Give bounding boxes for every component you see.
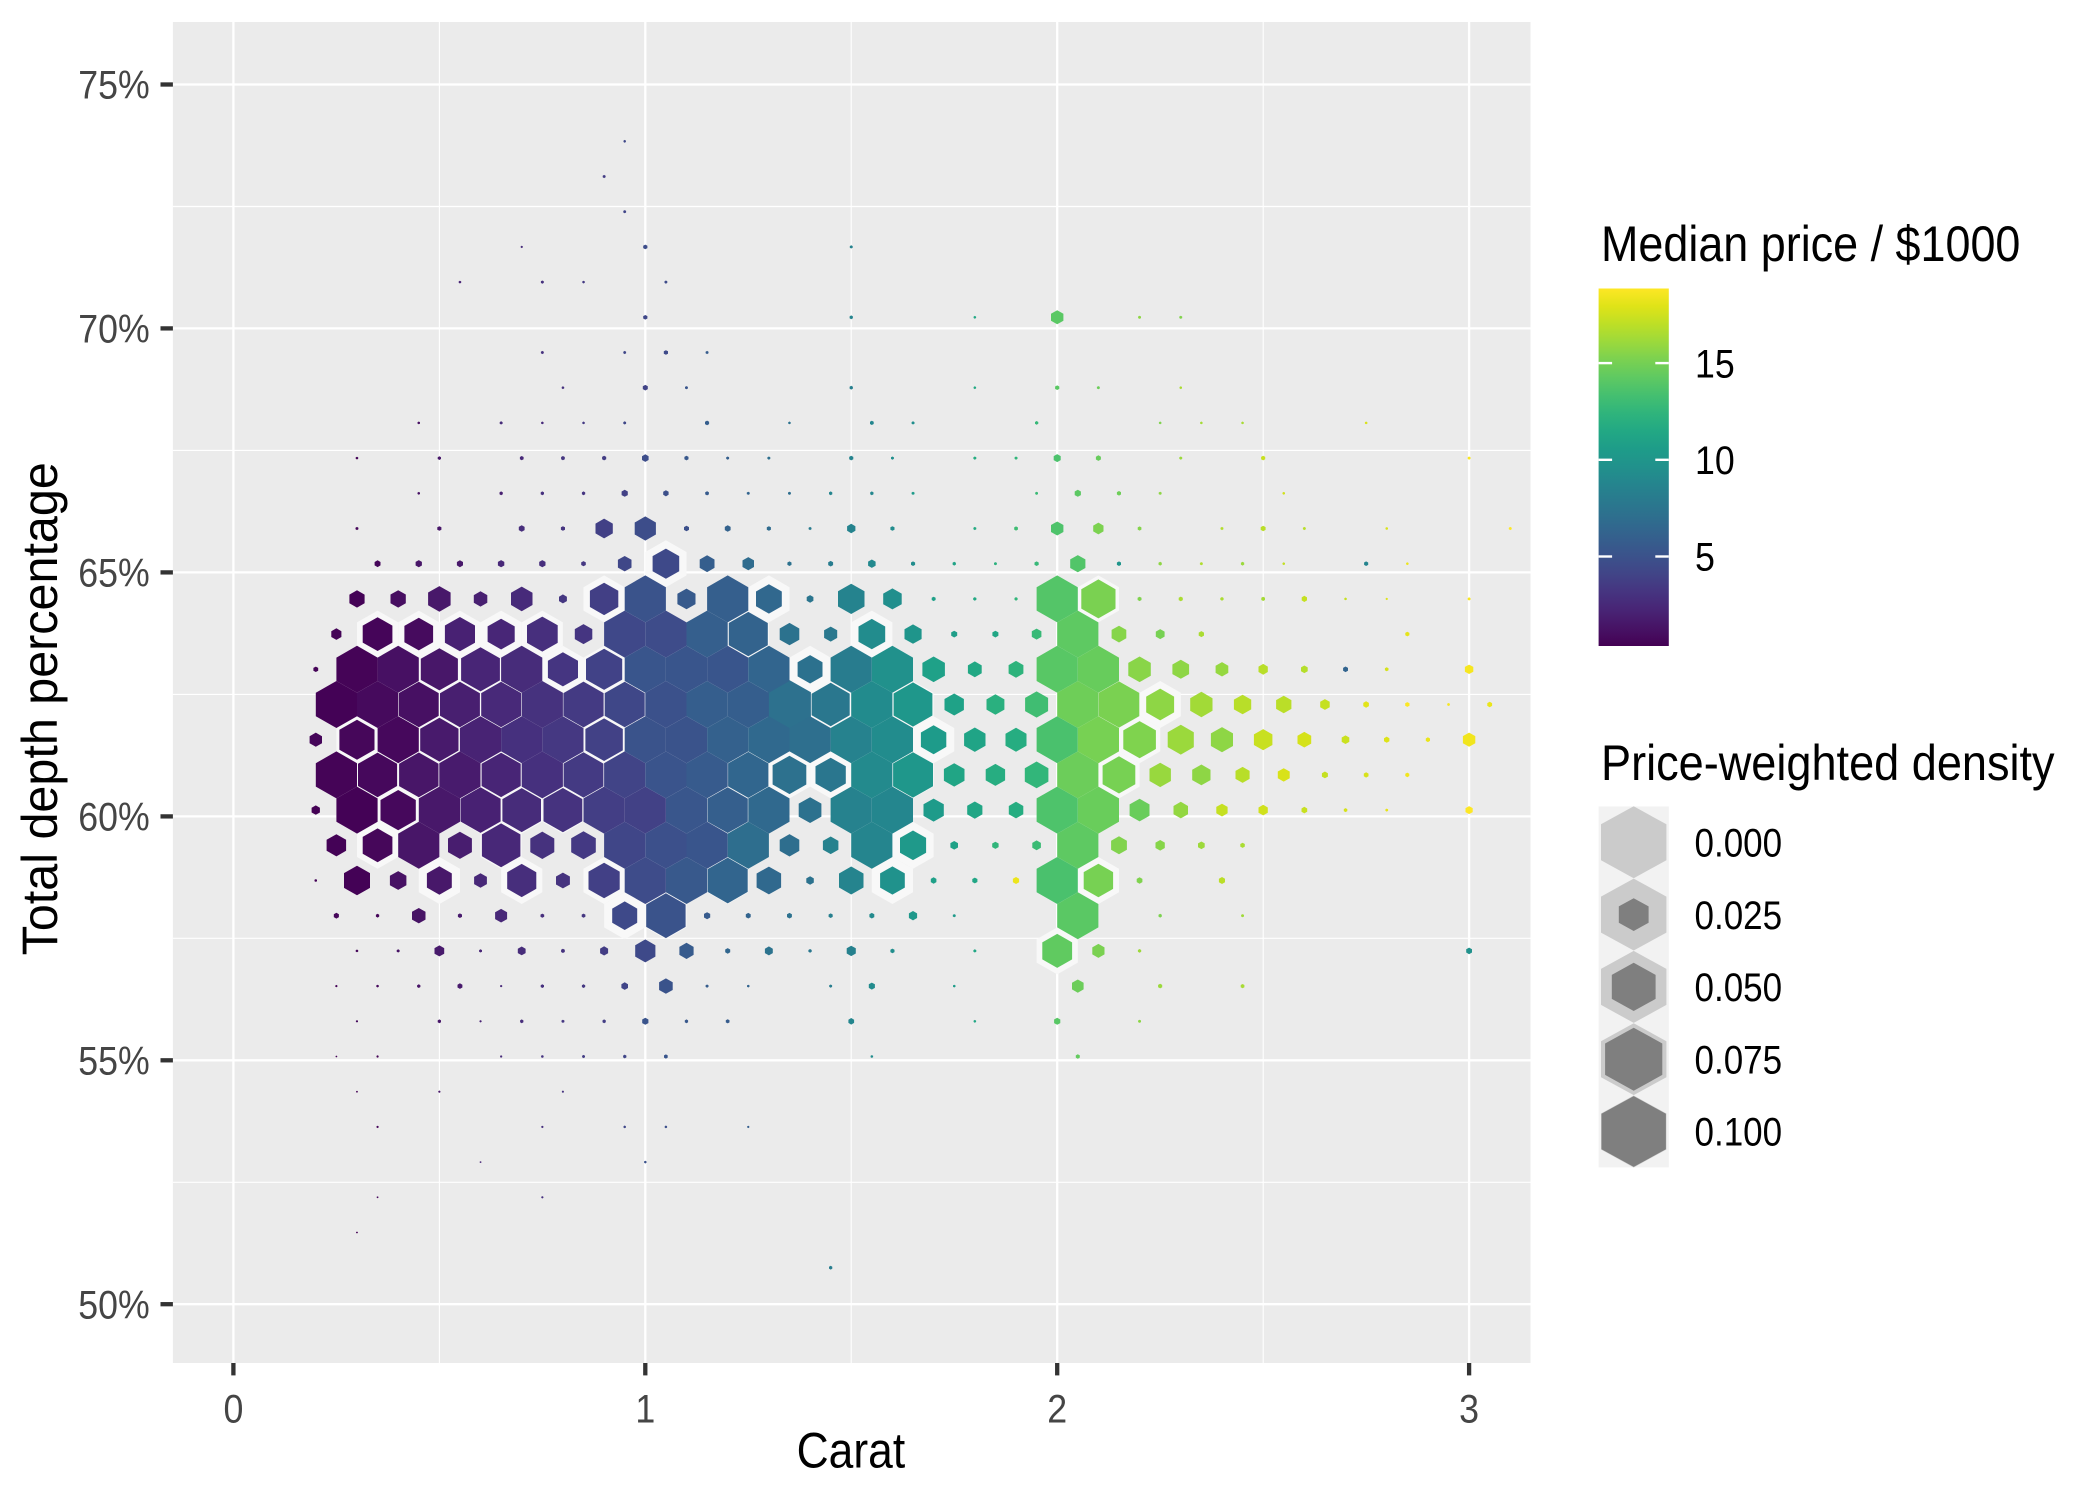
svg-text:60%: 60% [78,796,149,840]
svg-text:3: 3 [1459,1388,1479,1432]
svg-text:0.000: 0.000 [1695,822,1783,866]
svg-text:50%: 50% [78,1284,149,1328]
svg-text:15: 15 [1695,342,1735,386]
svg-text:Median price / $1000: Median price / $1000 [1601,216,2020,272]
svg-text:75%: 75% [78,64,149,108]
svg-text:70%: 70% [78,308,149,352]
svg-text:5: 5 [1695,536,1715,580]
svg-text:55%: 55% [78,1040,149,1084]
svg-text:65%: 65% [78,552,149,596]
svg-text:Price-weighted density: Price-weighted density [1601,735,2055,791]
svg-text:0.050: 0.050 [1695,966,1783,1010]
svg-text:0.025: 0.025 [1695,894,1783,938]
svg-text:10: 10 [1695,439,1735,483]
svg-text:0.100: 0.100 [1695,1111,1783,1155]
svg-text:Carat: Carat [797,1423,906,1479]
svg-text:Total depth percentage: Total depth percentage [12,462,68,955]
svg-text:2: 2 [1047,1388,1067,1432]
svg-text:0.075: 0.075 [1695,1038,1783,1082]
svg-text:1: 1 [635,1388,655,1432]
svg-text:0: 0 [223,1388,243,1432]
